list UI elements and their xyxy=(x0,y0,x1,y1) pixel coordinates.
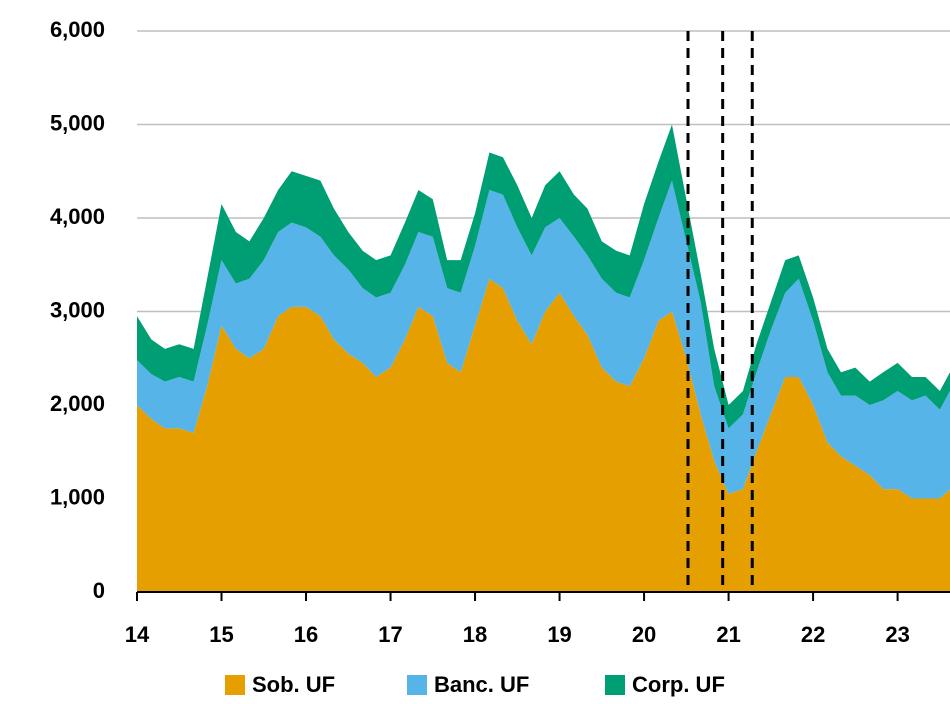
legend: Sob. UF Banc. UF Corp. UF xyxy=(225,672,725,697)
legend-swatch xyxy=(407,675,427,695)
y-tick-label: 6,000 xyxy=(50,17,105,42)
x-tick-label: 18 xyxy=(463,622,487,647)
x-tick-label: 21 xyxy=(716,622,740,647)
legend-label: Corp. UF xyxy=(632,672,725,697)
x-tick-label: 16 xyxy=(294,622,318,647)
legend-swatch xyxy=(225,675,245,695)
x-tick-label: 14 xyxy=(125,622,150,647)
y-tick-label: 1,000 xyxy=(50,484,105,509)
area xyxy=(137,180,950,499)
area xyxy=(137,124,950,429)
x-tick-label: 17 xyxy=(378,622,402,647)
y-tick-label: 3,000 xyxy=(50,297,105,322)
x-tick-label: 19 xyxy=(547,622,571,647)
legend-swatch xyxy=(605,675,625,695)
x-tick-label: 20 xyxy=(632,622,656,647)
y-tick-label: 0 xyxy=(93,578,105,603)
y-tick-label: 5,000 xyxy=(50,110,105,135)
legend-label: Banc. UF xyxy=(434,672,529,697)
x-tick-label: 15 xyxy=(209,622,233,647)
y-tick-label: 2,000 xyxy=(50,391,105,416)
x-tick-label: 22 xyxy=(801,622,825,647)
area xyxy=(137,278,950,592)
y-tick-label: 4,000 xyxy=(50,204,105,229)
x-tick-label: 23 xyxy=(885,622,909,647)
legend-label: Sob. UF xyxy=(252,672,335,697)
